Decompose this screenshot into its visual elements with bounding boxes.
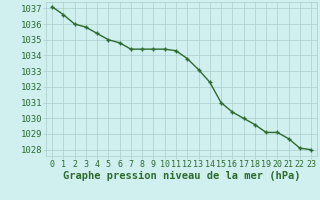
X-axis label: Graphe pression niveau de la mer (hPa): Graphe pression niveau de la mer (hPa) [63, 171, 300, 181]
